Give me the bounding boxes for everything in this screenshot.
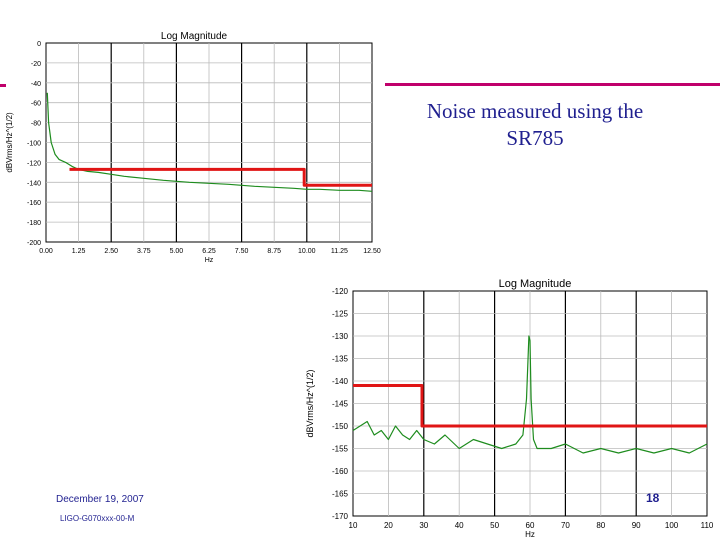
chart1-x-tick-label: 11.25 (331, 248, 348, 255)
slide-caption: Noise measured using the SR785 (400, 98, 670, 152)
chart2-x-axis-label: Hz (525, 530, 535, 539)
chart1-y-tick-label: -60 (31, 101, 41, 108)
chart2-x-tick-label: 10 (349, 521, 358, 530)
chart2-x-tick-label: 70 (561, 521, 570, 530)
chart1-y-tick-label: 0 (37, 41, 41, 48)
chart2-x-tick-label: 80 (596, 521, 605, 530)
chart1-x-tick-label: 5.00 (170, 248, 184, 255)
chart2-x-tick-label: 110 (701, 521, 714, 530)
chart2-y-axis-label: dBVrms/Hz^(1/2) (305, 370, 315, 438)
chart1-y-tick-label: -180 (27, 220, 41, 227)
chart1-x-tick-label: 10.00 (298, 248, 316, 255)
chart1-x-tick-label: 1.25 (72, 248, 86, 255)
chart1-y-tick-label: -140 (27, 180, 41, 187)
chart1-title: Log Magnitude (161, 31, 228, 42)
title-divider-line (385, 83, 720, 86)
chart1-y-tick-label: -80 (31, 121, 41, 128)
chart1-requirement-line (69, 167, 372, 187)
left-accent-line (0, 84, 6, 87)
chart1-x-tick-label: 7.50 (235, 248, 249, 255)
chart2-x-tick-label: 20 (384, 521, 393, 530)
chart1-y-tick-label: -200 (27, 240, 41, 247)
chart2-x-tick-label: 30 (419, 521, 428, 530)
chart-top-left: 0.00 1.25 2.50 3.75 5.00 6.25 7.50 8.75 10.00 11.… (5, 31, 381, 264)
chart2-y-tick-label: -150 (332, 422, 349, 431)
chart2-y-tick-label: -140 (332, 377, 349, 386)
chart1-x-axis-label: Hz (205, 257, 214, 264)
chart1-x-tick-label: 0.00 (39, 248, 53, 255)
chart1-y-tick-label: -160 (27, 200, 41, 207)
caption-line-2: SR785 (506, 126, 564, 150)
chart2-x-tick-label: 40 (455, 521, 464, 530)
chart2-y-tick-label: -125 (332, 310, 349, 319)
chart2-y-tick-label: -120 (332, 287, 349, 296)
chart2-x-tick-label: 100 (665, 521, 679, 530)
footer-date: December 19, 2007 (56, 494, 144, 505)
chart1-measured-trace (46, 92, 373, 192)
chart2-x-tick-label: 90 (632, 521, 641, 530)
chart2-y-tick-label: -135 (332, 355, 349, 364)
chart1-x-tick-label: 8.75 (267, 248, 281, 255)
chart2-y-tick-label: -145 (332, 400, 349, 409)
chart1-x-tick-label: 3.75 (137, 248, 151, 255)
chart1-y-tick-label: -120 (27, 160, 41, 167)
chart2-y-tick-label: -130 (332, 332, 349, 341)
chart1-x-tick-label: 12.50 (363, 248, 381, 255)
footer-doc-number: LIGO-G070xxx-00-M (60, 514, 135, 523)
chart1-y-tick-label: -20 (31, 61, 41, 68)
chart2-y-tick-label: -165 (332, 490, 349, 499)
chart1-y-tick-label: -40 (31, 81, 41, 88)
chart-bottom-right: 10 20 30 40 50 60 70 80 90 100 110 -120 -125 -130 -135… (305, 278, 714, 539)
chart1-x-tick-label: 2.50 (104, 248, 118, 255)
caption-line-1: Noise measured using the (426, 99, 644, 123)
chart2-requirement-line (353, 384, 707, 428)
chart1-y-tick-label: -100 (27, 141, 41, 148)
chart2-measured-trace (352, 335, 708, 454)
chart2-title: Log Magnitude (499, 278, 572, 290)
chart1-x-tick-label: 6.25 (202, 248, 216, 255)
chart2-y-tick-label: -155 (332, 445, 349, 454)
page-number: 18 (646, 491, 660, 505)
chart1-y-axis-label: dBVrms/Hz^(1/2) (5, 112, 14, 173)
chart2-x-tick-label: 60 (526, 521, 535, 530)
chart2-y-tick-label: -160 (332, 467, 349, 476)
chart2-x-tick-label: 50 (490, 521, 499, 530)
chart2-y-tick-label: -170 (332, 512, 349, 521)
